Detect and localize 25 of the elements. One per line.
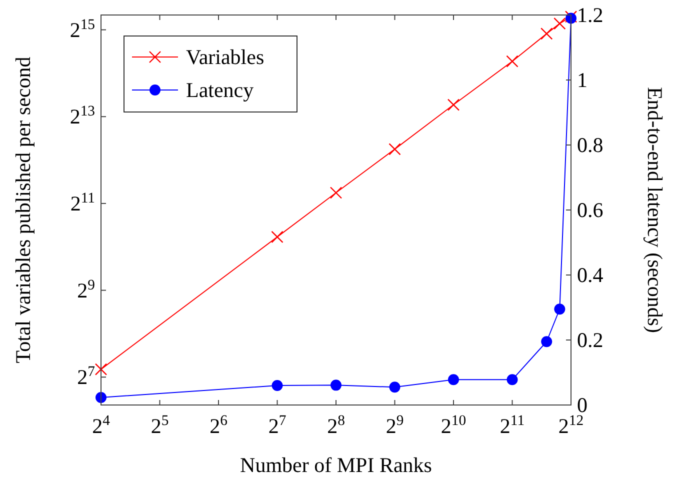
legend-label: Variables <box>186 45 264 69</box>
y-axis-title: Total variables published per second <box>11 56 35 364</box>
y2-tick-label: 1.2 <box>577 3 604 27</box>
x-tick-label: 2$^{6}$ <box>210 413 228 438</box>
y-tick-label: 2$^{13}$ <box>70 104 95 129</box>
x-tick-label: 2$^{9}$ <box>386 413 404 438</box>
y2-tick-label: 1 <box>577 68 588 92</box>
y2-tick-label: 0.4 <box>577 263 604 287</box>
y-tick-label: 2$^{11}$ <box>70 190 95 216</box>
x-tick-label: 2$^{4}$ <box>92 413 111 438</box>
y2-axis-title: End-to-end latency (seconds) <box>643 86 667 334</box>
y-tick-label: 2$^{7}$ <box>77 364 95 390</box>
y2-tick-label: 0.2 <box>577 328 604 352</box>
y-tick-label: 2$^{9}$ <box>77 277 95 302</box>
x-tick-label: 2$^{5}$ <box>150 413 169 438</box>
x-axis-title: Number of MPI Ranks <box>240 453 432 477</box>
x-tick-label: 2$^{12}$ <box>558 413 584 438</box>
x-tick-label: 2$^{11}$ <box>500 413 525 438</box>
x-tick-label: 2$^{8}$ <box>327 413 345 438</box>
y-tick-label: 2$^{15}$ <box>70 16 95 42</box>
legend-label: Latency <box>186 78 254 102</box>
y2-tick-label: 0.8 <box>577 133 604 157</box>
x-tick-label: 2$^{10}$ <box>440 413 466 438</box>
y2-tick-label: 0.6 <box>577 198 604 222</box>
x-tick-label: 2$^{7}$ <box>268 413 286 438</box>
